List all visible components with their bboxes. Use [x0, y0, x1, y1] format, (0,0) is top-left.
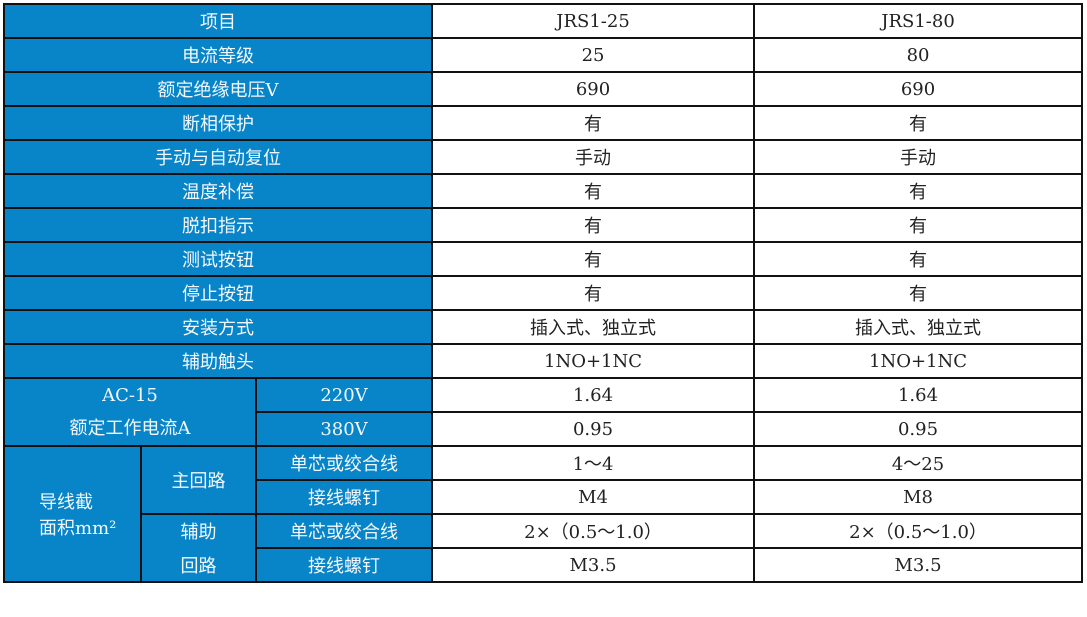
table-row: 接线螺钉 M3.5 M3.5 — [4, 547, 1084, 583]
cell-value: 有 — [431, 173, 756, 209]
ac15-label: AC-15 额定工作电流A — [3, 377, 257, 447]
wire-label: 导线截面积mm² — [3, 445, 142, 583]
wire-line2: 面积mm² — [39, 518, 117, 539]
aux-line2: 回路 — [180, 556, 217, 577]
cell-value: M8 — [753, 479, 1084, 515]
voltage-label: 380V — [254, 411, 434, 447]
table-row: 手动与自动复位 手动 手动 — [2, 139, 1084, 175]
ac15-line2: 额定工作电流A — [69, 417, 191, 439]
cell-value: 1～4 — [431, 445, 756, 481]
table-row: 辅助触头 1NO+1NC 1NO+1NC — [2, 343, 1084, 379]
cell-value: M3.5 — [431, 547, 756, 583]
main-circuit-label: 主回路 — [140, 445, 257, 515]
table-row: 导线截 面积mm² 主回路 单芯或绞合线 1～4 4～25 — [3, 445, 1084, 583]
cell-value: 1NO+1NC — [431, 343, 756, 379]
cell-value: 有 — [753, 105, 1084, 141]
cell-value: 手动 — [753, 139, 1084, 175]
cell-value: 80 — [753, 37, 1084, 73]
wire-type-label: 接线螺钉 — [254, 547, 434, 583]
spec-table: 项目 JRS1-25 JRS1-80 电流等级 25 80 额定绝缘电压V 690 690… — [2, 3, 1084, 583]
wire-type-label: 接线螺钉 — [254, 479, 434, 515]
cell-value: 有 — [753, 207, 1084, 243]
table-row: AC-15 额定工作电流A 220V 1.64 1.64 — [3, 377, 1084, 447]
header-item: 项目 — [2, 3, 434, 39]
wire-type-label: 单芯或绞合线 — [254, 445, 434, 481]
row-label: 安装方式 — [2, 309, 434, 345]
cell-value: M4 — [431, 479, 756, 515]
table-row: 电流等级 25 80 — [2, 37, 1084, 73]
cell-value: 插入式、独立式 — [431, 309, 756, 345]
cell-value: 有 — [431, 241, 756, 277]
cell-value: 1.64 — [431, 377, 756, 413]
ac15-line1: AC-15 — [102, 384, 158, 406]
header-model: JRS1-80 — [753, 3, 1084, 39]
cell-value: 0.95 — [431, 411, 756, 447]
cell-value: 有 — [753, 275, 1084, 311]
cell-value: 1NO+1NC — [753, 343, 1084, 379]
cell-value: 0.95 — [753, 411, 1084, 447]
cell-value: 插入式、独立式 — [753, 309, 1084, 345]
wire-type-label: 单芯或绞合线 — [254, 513, 434, 549]
voltage-label: 220V — [254, 377, 434, 413]
table-row: 接线螺钉 M4 M8 — [4, 479, 1084, 515]
table-row: 停止按钮有有 — [2, 275, 1084, 311]
cell-value: 4～25 — [753, 445, 1084, 481]
header-model: JRS1-25 — [431, 3, 756, 39]
row-label: 脱扣指示 — [2, 207, 434, 243]
cell-value: 手动 — [431, 139, 756, 175]
table-row: 安装方式 插入式、独立式 插入式、独立式 — [2, 309, 1084, 345]
row-label: 测试按钮 — [2, 241, 434, 277]
cell-value: 有 — [753, 241, 1084, 277]
row-label: 额定绝缘电压V — [2, 71, 434, 107]
cell-value: 有 — [431, 207, 756, 243]
row-label: 电流等级 — [2, 37, 434, 73]
cell-value: M3.5 — [753, 547, 1084, 583]
table-row: 脱扣指示有有 — [2, 207, 1084, 243]
wire-line1: 导线截 — [39, 492, 93, 513]
cell-value: 2×（0.5～1.0） — [753, 513, 1084, 549]
row-label: 手动与自动复位 — [2, 139, 434, 175]
table-row: 测试按钮有有 — [2, 241, 1084, 277]
table-row: 温度补偿有有 — [2, 173, 1084, 209]
cell-value: 690 — [431, 71, 756, 107]
cell-value: 有 — [431, 105, 756, 141]
row-label: 辅助触头 — [2, 343, 434, 379]
cell-value: 690 — [753, 71, 1084, 107]
table-row: 断相保护有有 — [2, 105, 1084, 141]
cell-value: 25 — [431, 37, 756, 73]
cell-value: 2×（0.5～1.0） — [431, 513, 756, 549]
aux-line1: 辅助 — [180, 522, 217, 543]
row-label: 断相保护 — [2, 105, 434, 141]
table-row: 辅助 回路 单芯或绞合线 2×（0.5～1.0） 2×（0.5～1.0） — [4, 513, 1084, 583]
row-label: 温度补偿 — [2, 173, 434, 209]
row-label: 停止按钮 — [2, 275, 434, 311]
cell-value: 有 — [753, 173, 1084, 209]
table-row: 380V 0.95 0.95 — [4, 411, 1084, 447]
cell-value: 有 — [431, 275, 756, 311]
cell-value: 1.64 — [753, 377, 1084, 413]
table-row: 额定绝缘电压V 690 690 — [2, 71, 1084, 107]
header-row: 项目 JRS1-25 JRS1-80 — [2, 3, 1084, 39]
aux-circuit-label: 辅助 回路 — [140, 513, 257, 583]
